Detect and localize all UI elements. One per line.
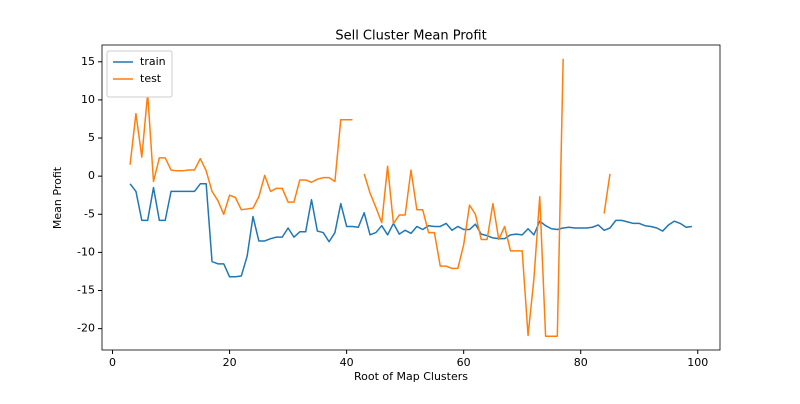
y-axis-label: Mean Profit (51, 166, 64, 229)
x-tick-label: 60 (457, 356, 471, 369)
y-tick-label: 15 (81, 55, 95, 68)
x-tick-label: 80 (574, 356, 588, 369)
plot-frame (101, 44, 721, 351)
y-tick-label: -15 (77, 284, 95, 297)
y-tick-label: -5 (84, 207, 95, 220)
x-tick-label: 40 (340, 356, 354, 369)
series-line (129, 58, 611, 338)
x-tick-label: 20 (223, 356, 237, 369)
y-tick-label: 5 (88, 131, 95, 144)
x-tick-label: 100 (687, 356, 708, 369)
legend-label: train (140, 55, 166, 68)
x-tick-label: 0 (109, 356, 116, 369)
chart-title: Sell Cluster Mean Profit (335, 29, 486, 44)
y-tick-label: -10 (77, 245, 95, 258)
y-tick-label: 10 (81, 93, 95, 106)
x-axis-label: Root of Map Clusters (354, 370, 468, 383)
y-tick-label: -20 (77, 322, 95, 335)
legend-label: test (140, 72, 162, 85)
series-line (129, 183, 693, 278)
y-tick-label: 0 (88, 169, 95, 182)
